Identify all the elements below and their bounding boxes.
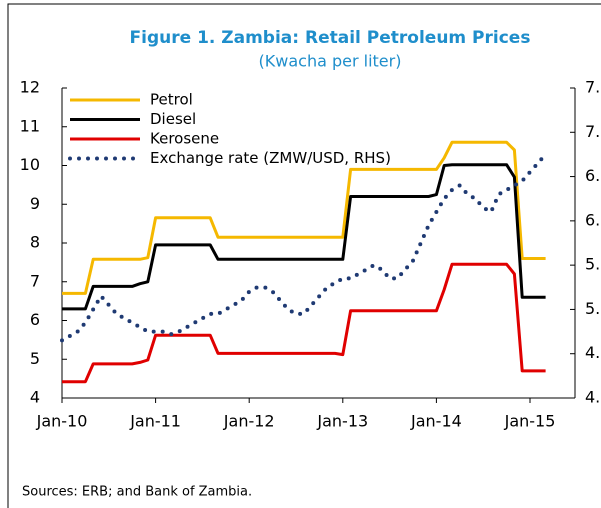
x-tick-label: Jan-11 [129,412,181,431]
y2-tick-label: 5.5 [585,255,601,274]
x-tick-label: Jan-13 [316,412,368,431]
series-line [62,163,546,311]
y2-tick-label: 5.0 [585,299,601,318]
chart-title: Figure 1. Zambia: Retail Petroleum Price… [130,28,531,48]
chart-subtitle: (Kwacha per liter) [259,52,402,71]
y2-tick-label: 4.0 [585,388,601,407]
y2-tick-label: 7.5 [585,78,601,97]
y-tick-label: 10 [20,155,40,174]
y-tick-label: 11 [20,116,40,135]
y2-tick-label: 4.5 [585,343,601,362]
y-tick-label: 12 [20,78,40,97]
x-tick-label: Jan-15 [504,412,556,431]
legend-label: Kerosene [150,130,219,148]
y-tick-label: 9 [30,194,40,213]
source-note: Sources: ERB; and Bank of Zambia. [22,485,252,500]
y2-tick-label: 6.5 [585,166,601,185]
x-tick-label: Jan-10 [36,412,88,431]
y2-tick-label: 7.0 [585,122,601,141]
frame [7,3,601,508]
legend-label: Petrol [150,91,193,109]
x-tick-label: Jan-14 [410,412,462,431]
y-tick-label: 5 [30,349,40,368]
x-tick-label: Jan-12 [223,412,275,431]
y-tick-label: 4 [30,388,40,407]
y-tick-label: 7 [30,271,40,290]
series-line [62,140,546,295]
series-line [62,262,546,384]
y-tick-label: 6 [30,310,40,329]
y-tick-label: 8 [30,233,40,252]
legend-label: Exchange rate (ZMW/USD, RHS) [150,149,391,167]
y2-tick-label: 6.0 [585,210,601,229]
dotted-line [60,152,548,343]
legend-label: Diesel [150,110,196,128]
